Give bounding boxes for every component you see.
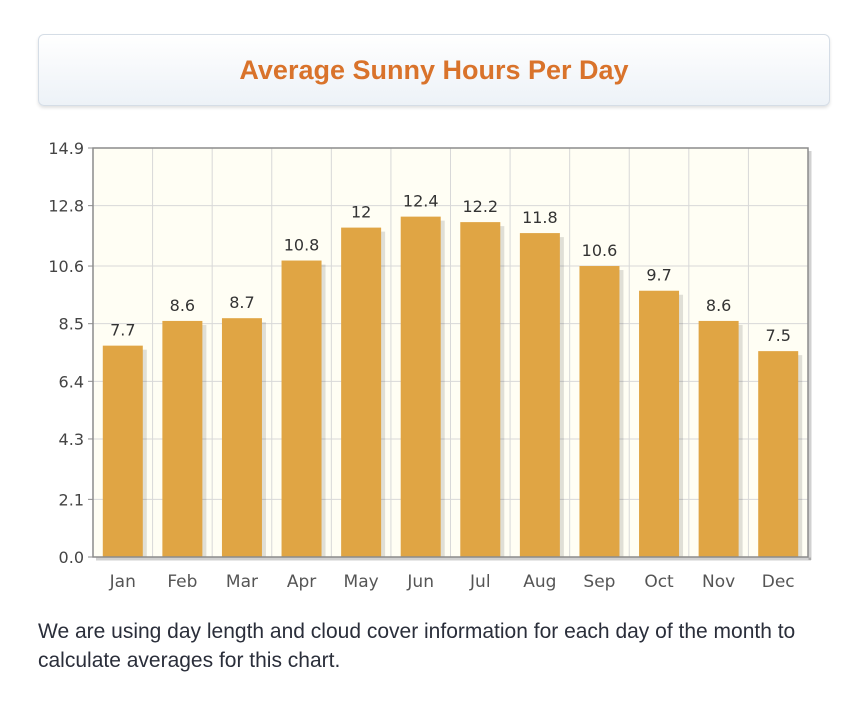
bar-value-label: 7.7	[110, 321, 135, 340]
y-tick-label: 6.4	[59, 372, 84, 391]
x-tick-label: Sep	[583, 572, 615, 592]
bar-sep	[579, 266, 620, 557]
bar-value-label: 12	[351, 203, 371, 222]
x-tick-label: Jan	[109, 572, 136, 592]
bar-value-label: 10.8	[284, 236, 320, 255]
y-tick-label: 10.6	[48, 257, 84, 276]
sunny-hours-bar-chart: 0.0 2.1 4.3 6.4 8.5 10.6 12.8 14.9 7.7 Jan 8.6 Feb 8…	[48, 139, 812, 592]
y-tick-label: 0.0	[59, 548, 84, 567]
bar-jan	[102, 345, 143, 557]
x-tick-label: Nov	[702, 572, 735, 592]
bar-value-label: 8.6	[170, 296, 195, 315]
y-tick-label: 2.1	[59, 490, 84, 509]
bar-dec	[758, 351, 799, 557]
bar-value-label: 9.7	[646, 266, 671, 285]
bar-may	[341, 227, 382, 557]
x-tick-label: May	[344, 572, 379, 592]
bar-jul	[460, 222, 501, 557]
plot-border	[92, 147, 809, 558]
chart-title-box: Average Sunny Hours Per Day	[38, 34, 830, 106]
x-tick-label: Jul	[469, 572, 491, 592]
bar-apr	[281, 260, 322, 557]
x-tick-label: Aug	[523, 572, 556, 592]
x-tick-label: Mar	[226, 572, 258, 592]
bar-value-label: 12.4	[403, 192, 439, 211]
y-tick-label: 4.3	[59, 430, 84, 449]
bar-value-label: 7.5	[765, 326, 790, 345]
x-tick-label: Feb	[167, 572, 197, 592]
x-tick-label: Jun	[406, 572, 434, 592]
chart-container: 0.0 2.1 4.3 6.4 8.5 10.6 12.8 14.9 7.7 Jan 8.6 Feb 8…	[0, 120, 858, 610]
bar-value-label: 8.7	[229, 293, 254, 312]
bar-aug	[519, 233, 560, 557]
bar-value-label: 10.6	[582, 241, 618, 260]
x-tick-label: Apr	[287, 572, 316, 592]
y-tick-label: 12.8	[48, 197, 84, 216]
bar-value-label: 12.2	[462, 197, 498, 216]
bar-oct	[639, 290, 680, 557]
bar-value-label: 11.8	[522, 208, 558, 227]
bar-jun	[400, 216, 441, 558]
bar-nov	[698, 320, 739, 557]
x-tick-label: Oct	[644, 572, 674, 592]
y-tick-label: 14.9	[48, 139, 84, 158]
x-tick-label: Dec	[762, 572, 795, 592]
bar-value-label: 8.6	[706, 296, 731, 315]
y-tick-label: 8.5	[59, 315, 84, 334]
chart-caption: We are using day length and cloud cover …	[38, 620, 796, 672]
bar-feb	[162, 320, 203, 557]
chart-title: Average Sunny Hours Per Day	[239, 54, 629, 85]
bar-mar	[221, 318, 262, 557]
